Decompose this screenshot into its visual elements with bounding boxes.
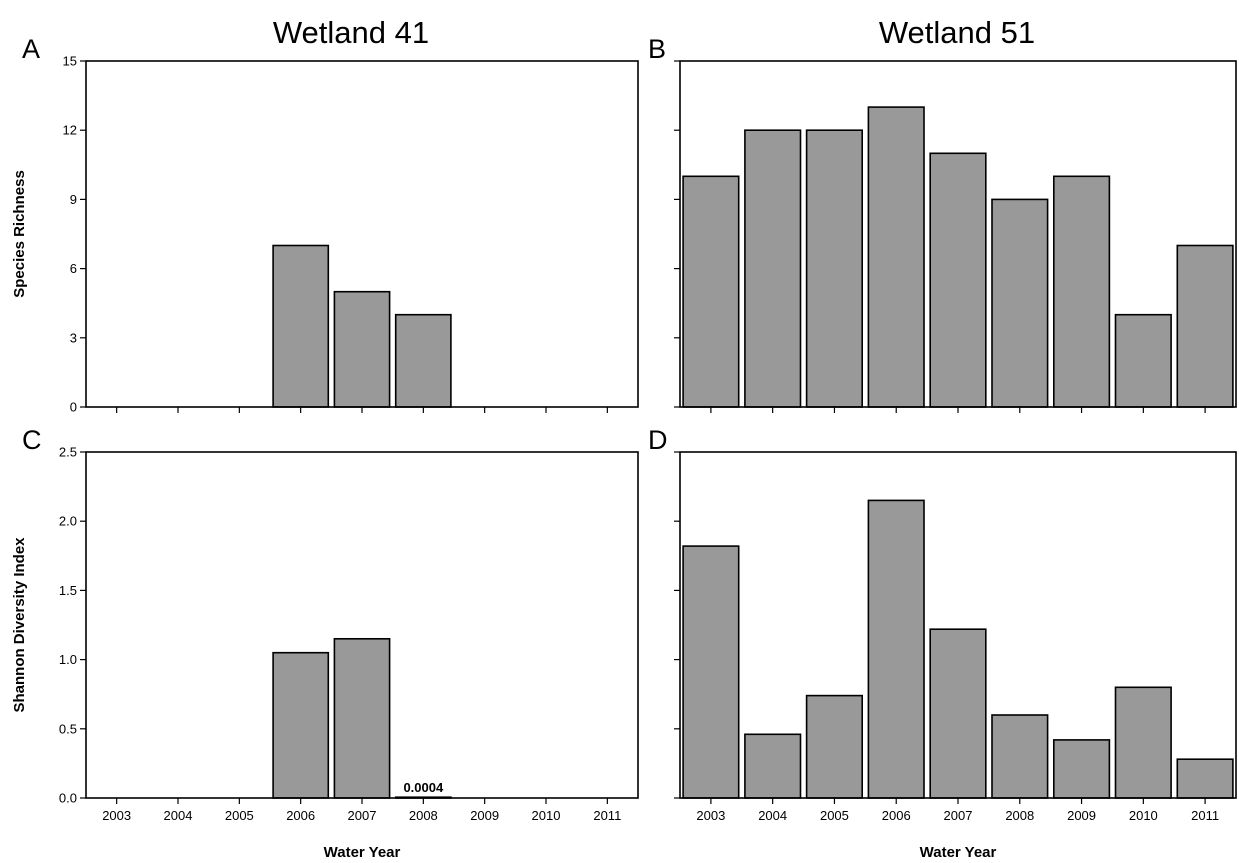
panel-d-xtick-label: 2006: [882, 808, 911, 823]
panel-d-letter: D: [648, 425, 668, 455]
panel-a-ytick-label: 6: [70, 261, 77, 276]
panel-c-bar-2007: [333, 637, 391, 799]
panel-c-bar-2006: [272, 651, 330, 799]
panel-a-ytick-label: 15: [63, 54, 77, 69]
panel-c-ytick-label: 0.5: [59, 721, 77, 736]
column-title-right: Wetland 51: [879, 15, 1035, 50]
panel-a-ytick-label: 0: [70, 400, 77, 415]
panel-c: C 0.0 0.5 1.0 1.5 2.0 2.5 2003 2004 2005 2006 2007 2…: [11, 425, 639, 861]
panel-b-bar-2007: [929, 152, 987, 408]
panel-c-xtick-label: 2003: [102, 808, 131, 823]
panel-c-xtick-label: 2011: [593, 808, 621, 823]
panel-d-xtick-label: 2011: [1191, 808, 1219, 823]
panel-d-bar-2009: [1053, 739, 1111, 799]
panel-d-xtick-label: 2009: [1067, 808, 1096, 823]
panel-b-bar-2010: [1114, 313, 1172, 408]
panel-d-xtick-label: 2004: [758, 808, 787, 823]
panel-d-bar-2008: [991, 714, 1049, 799]
panel-a-ytick-label: 9: [70, 192, 77, 207]
panel-a-ylabel: Species Richness: [11, 170, 28, 298]
panel-d-xtick-label: 2008: [1005, 808, 1034, 823]
panel-d-bar-2003: [682, 545, 740, 799]
panel-c-xtick-label: 2006: [286, 808, 315, 823]
panel-b-bar-2004: [744, 129, 802, 408]
panel-d-bar-2011: [1176, 758, 1234, 799]
panel-d-bar-2004: [744, 733, 802, 799]
panel-d: D 2003 2004 2005 2006 2007 2008 2009 2010 2011 Wat…: [648, 425, 1237, 861]
panel-a-bar-2006: [272, 244, 330, 408]
panel-c-xtick-label: 2005: [225, 808, 254, 823]
panel-a-ytick-label: 12: [63, 123, 77, 138]
panel-a: A 0 3 6 9 12 15 Species Richness: [11, 34, 639, 415]
panel-d-bar-2007: [929, 628, 987, 799]
panel-d-xtick-label: 2010: [1129, 808, 1158, 823]
panel-b-bar-2009: [1053, 175, 1111, 408]
panel-c-annotation: 0.0004: [403, 780, 444, 795]
panel-c-ytick-label: 1.0: [59, 652, 77, 667]
panel-d-xtick-label: 2007: [944, 808, 973, 823]
panel-d-xtick-label: 2003: [696, 808, 725, 823]
panel-a-bar-2007: [333, 290, 391, 408]
panel-c-letter: C: [22, 425, 42, 455]
panel-c-ytick-label: 1.5: [59, 583, 77, 598]
panel-c-xtick-label: 2008: [409, 808, 438, 823]
panel-d-xtick-label: 2005: [820, 808, 849, 823]
panel-c-ylabel: Shannon Diversity Index: [11, 537, 28, 713]
panel-d-bar-2006: [867, 499, 925, 799]
panel-c-xtick-label: 2009: [470, 808, 499, 823]
panel-a-ytick-label: 3: [70, 330, 77, 345]
panel-c-xlabel: Water Year: [324, 844, 401, 861]
panel-c-xtick-label: 2007: [348, 808, 377, 823]
panel-c-xtick-label: 2004: [164, 808, 193, 823]
panel-c-ytick-label: 2.0: [59, 514, 77, 529]
panel-b-bar-2011: [1176, 244, 1234, 408]
panel-b-bar-2005: [805, 129, 863, 408]
panel-a-bar-2008: [394, 313, 452, 408]
panel-c-ytick-label: 0.0: [59, 791, 77, 806]
panel-b: B: [648, 34, 1237, 413]
panel-b-letter: B: [648, 34, 666, 64]
panel-d-xlabel: Water Year: [920, 844, 997, 861]
panel-c-ytick-label: 2.5: [59, 445, 77, 460]
panel-c-xtick-label: 2010: [532, 808, 561, 823]
panel-a-letter: A: [22, 34, 40, 64]
panel-b-bar-2008: [991, 198, 1049, 408]
panel-b-bar-2003: [682, 175, 740, 408]
column-title-left: Wetland 41: [273, 15, 429, 50]
panel-d-bar-2010: [1114, 686, 1172, 799]
panel-b-bar-2006: [867, 106, 925, 408]
panel-d-bar-2005: [805, 694, 863, 799]
